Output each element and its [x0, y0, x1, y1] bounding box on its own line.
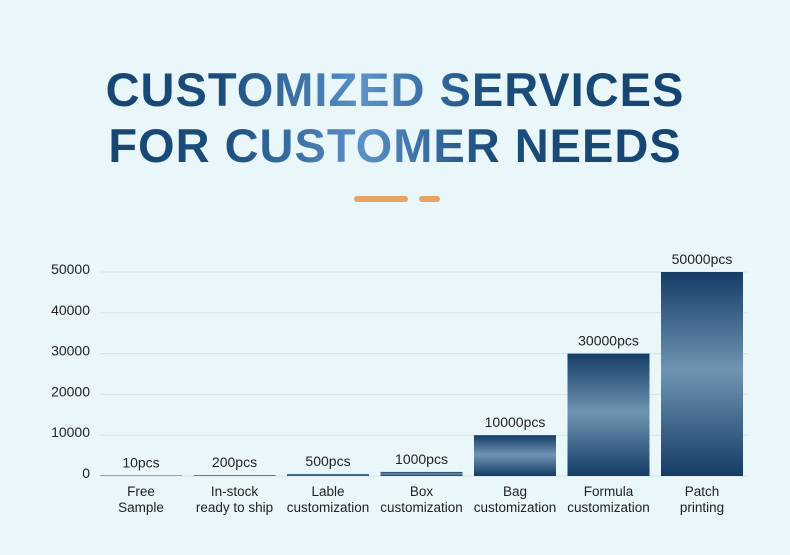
x-tick-label: Bag customization	[474, 484, 557, 515]
y-tick-label: 40000	[51, 302, 90, 318]
x-tick-label: Formula customization	[567, 484, 650, 515]
y-tick-label: 20000	[51, 383, 90, 399]
bar	[380, 471, 463, 476]
y-tick-label: 0	[82, 465, 90, 481]
data-label: 500pcs	[305, 453, 350, 469]
x-tick-label: Patch printing	[680, 484, 724, 515]
bar	[474, 435, 556, 476]
data-label: 10pcs	[122, 454, 159, 470]
bar	[567, 353, 650, 476]
y-tick-label: 10000	[51, 424, 90, 440]
bar	[193, 475, 276, 476]
data-label: 50000pcs	[672, 251, 733, 267]
x-tick-label: Lable customization	[287, 484, 370, 515]
gridlines	[100, 271, 748, 477]
bars	[100, 272, 743, 476]
data-label: 200pcs	[212, 454, 257, 470]
y-tick-label: 30000	[51, 343, 90, 359]
bar	[661, 272, 743, 476]
x-tick-label: Box customization	[380, 484, 463, 515]
x-tick-label: Free Sample	[118, 484, 164, 515]
y-tick-label: 50000	[51, 261, 90, 277]
x-tick-label: In-stock ready to ship	[196, 484, 273, 515]
bar	[100, 475, 182, 476]
bar	[287, 473, 369, 476]
accent-dash-long	[354, 196, 408, 202]
data-label: 1000pcs	[395, 451, 448, 467]
accent-dash-short	[419, 196, 440, 202]
data-label: 30000pcs	[578, 333, 639, 349]
x-axis: Free Sample In-stock ready to ship Lable cust…	[118, 484, 724, 515]
data-labels: 10pcs 200pcs 500pcs 1000pcs 10000pcs 30000pcs…	[122, 251, 732, 470]
y-axis: 0 10000 20000 30000 40000 50000	[51, 261, 90, 481]
data-label: 10000pcs	[485, 414, 546, 430]
